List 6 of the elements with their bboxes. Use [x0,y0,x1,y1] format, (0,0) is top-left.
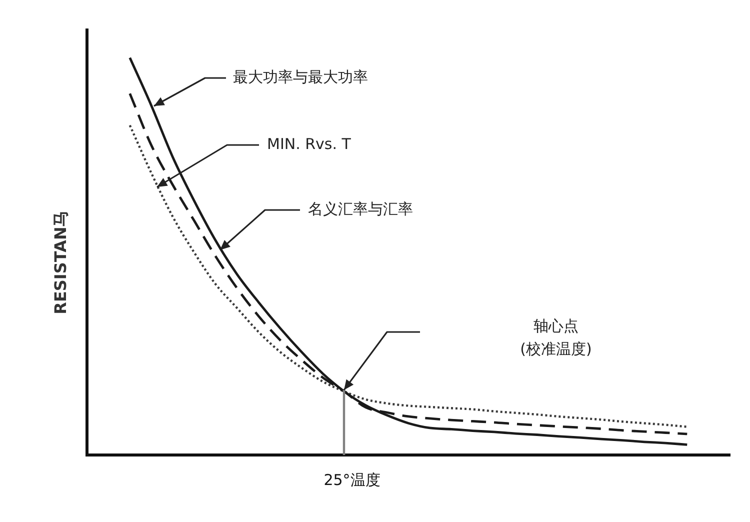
annotation: 最大功率与最大功率 [233,68,368,86]
x-axis-title: 25°温度 [324,470,380,489]
y-axis-title: RESISTAN马 [51,210,70,314]
annotation: MIN. Rvs. T [267,134,352,153]
annotation: 轴心点 (校准温度) [520,316,592,358]
annotation: 名义汇率与汇率 [308,200,413,218]
